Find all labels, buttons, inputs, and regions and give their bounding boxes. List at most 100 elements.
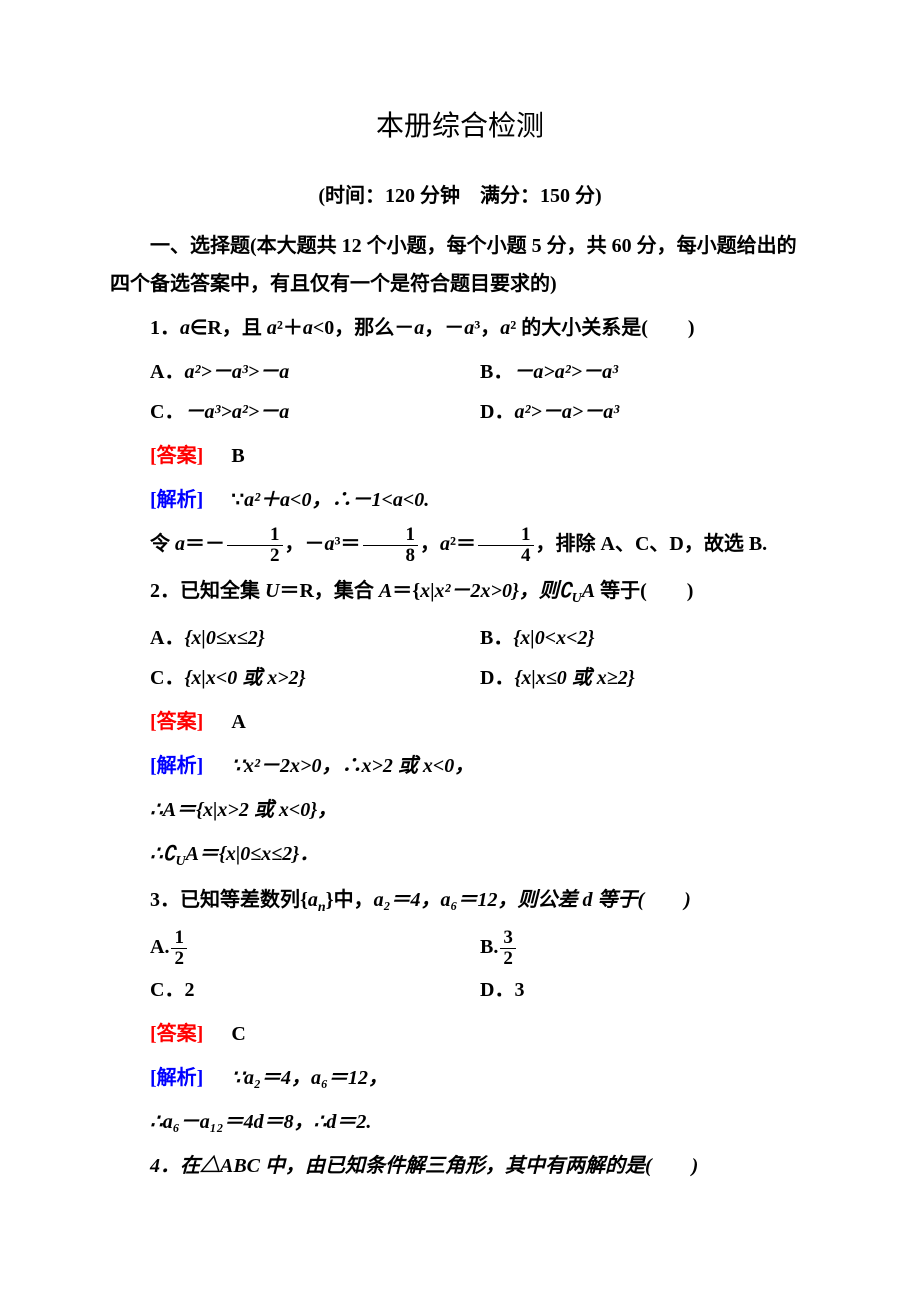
q1-ans-val: B: [231, 445, 244, 467]
q3-Cb: 2: [184, 979, 194, 1001]
q2-answer: [答案] A: [110, 703, 810, 741]
q1-t6: ² 的大小关系是( ): [510, 317, 694, 339]
q2-e3: ∴∁: [150, 843, 175, 865]
q1-e2m2: ，－: [285, 533, 325, 555]
q3-e2: ∴a₆－a₁₂＝4d＝8，∴d＝2.: [150, 1111, 371, 1133]
q1-opts-row1: A．a²>－a³>－a B．－a>a²>－a³: [150, 353, 810, 391]
q2-Dp: D．: [480, 667, 514, 689]
q1-e2end: ，排除 A、C、D，故选 B.: [536, 533, 768, 555]
q1-a2: a: [267, 317, 277, 339]
q1-t2: ²＋: [277, 317, 303, 339]
q1-B: －a>a²>－a³: [513, 361, 618, 383]
q1-a1: a: [180, 317, 190, 339]
q1-e2a3: a: [440, 533, 450, 555]
q4-stem: 4．在△ABC 中，由已知条件解三角形，其中有两解的是( ): [110, 1147, 810, 1185]
explain-label: [解析]: [150, 1067, 203, 1089]
q3-an: a: [308, 889, 318, 911]
q3-answer: [答案] C: [110, 1015, 810, 1053]
q2-ans-val: A: [231, 711, 245, 733]
q3-Bp: B.: [480, 936, 498, 958]
q2-Ab: {x|0≤x≤2}: [184, 627, 264, 649]
q3-ans-val: C: [231, 1023, 245, 1045]
q1-e2m5: ²＝: [450, 533, 476, 555]
q3-Ap: A.: [150, 936, 169, 958]
q2-e1: ∵x²－2x>0，∴x>2 或 x<0，: [231, 755, 474, 777]
q1-num: 1．: [150, 317, 180, 339]
q1-t4: ，－: [424, 317, 464, 339]
q3-frac-B: 32: [500, 928, 516, 969]
q2-end: 等于( ): [595, 580, 693, 602]
q2-explain-1: [解析] ∵x²－2x>0，∴x>2 或 x<0，: [110, 747, 810, 785]
q1-e2a: a: [175, 533, 185, 555]
q2-opts-row2: C．{x|x<0 或 x>2} D．{x|x≤0 或 x≥2}: [150, 659, 810, 697]
q1-A: a²>－a³>－a: [184, 361, 289, 383]
q2-explain-2: ∴A＝{x|x>2 或 x<0}，: [110, 791, 810, 829]
q1-e2a2: a: [325, 533, 335, 555]
q1-C: －a³>a²>－a: [184, 401, 289, 423]
frac-quarter: 14: [478, 525, 534, 566]
q1-opts-row2: C．－a³>a²>－a D．a²>－a>－a³: [150, 393, 810, 431]
answer-label: [答案]: [150, 445, 203, 467]
q2-A: A: [379, 580, 392, 602]
answer-label: [答案]: [150, 711, 203, 733]
frac-eighth: 18: [363, 525, 419, 566]
q3-opts-row2: C．2 D．3: [150, 971, 810, 1009]
q1-D: a²>－a>－a³: [514, 401, 619, 423]
explain-label: [解析]: [150, 755, 203, 777]
q1-e2p: 令: [150, 533, 175, 555]
q1-C-pre: C．: [150, 401, 184, 423]
q1-t3: <0，那么－: [313, 317, 414, 339]
q1-a4: a: [414, 317, 424, 339]
q1-e2m4: ，: [420, 533, 440, 555]
q2-s3: ＝{: [392, 580, 420, 602]
q2-Ap: A．: [150, 627, 184, 649]
q2-opts-row1: A．{x|0≤x≤2} B．{x|0<x<2}: [150, 619, 810, 657]
q2-U: U: [265, 580, 279, 602]
q3-opts-row1: A.12 B.32: [150, 928, 810, 969]
q1-e2m: ＝－: [185, 533, 225, 555]
q3-s1: 3．已知等差数列{: [150, 889, 308, 911]
section-1-intro: 一、选择题(本大题共 12 个小题，每个小题 5 分，共 60 分，每小题给出的…: [110, 227, 810, 303]
q1-e2m3: ³＝: [335, 533, 361, 555]
q1-t5: ³，: [474, 317, 500, 339]
q2-Cp: C．: [150, 667, 184, 689]
q2-Bb: {x|0<x<2}: [513, 627, 594, 649]
q2-Cb: {x|x<0 或 x>2}: [184, 667, 305, 689]
q1-B-pre: B．: [480, 361, 513, 383]
q3-mid: }中，: [326, 889, 374, 911]
q1-stem: 1．a∈R，且 a²＋a<0，那么－a，－a³，a² 的大小关系是( ): [110, 309, 810, 347]
q2-e3b: A＝{x|0≤x≤2}．: [186, 843, 320, 865]
q2-s1: 2．已知全集: [150, 580, 265, 602]
q2-e2: ∴A＝{x|x>2 或 x<0}，: [150, 799, 337, 821]
page-subtitle: (时间：120 分钟 满分：150 分): [110, 177, 810, 215]
q2-Db: {x|x≤0 或 x≥2}: [514, 667, 634, 689]
q1-e1p: ∵: [231, 489, 244, 511]
q1-a6: a: [500, 317, 510, 339]
q2-e3s: U: [175, 854, 185, 869]
q2-Bp: B．: [480, 627, 513, 649]
q3-a2: a₂＝4，a₆＝12，则公差 d 等于( ): [374, 889, 691, 911]
q1-explain-2: 令 a＝－12，－a³＝18，a²＝14，排除 A、C、D，故选 B.: [110, 525, 810, 566]
q1-A-pre: A．: [150, 361, 184, 383]
q2-body: x²－2x>0}，则∁: [435, 580, 572, 602]
q1-answer: [答案] B: [110, 437, 810, 475]
q3-Dp: D．: [480, 979, 514, 1001]
q2-sub: U: [572, 591, 582, 606]
q1-a5: a: [464, 317, 474, 339]
q1-t1: ∈R，且: [190, 317, 267, 339]
q3-e1: ∵a₂＝4，a₆＝12，: [231, 1067, 388, 1089]
q3-stem: 3．已知等差数列{an}中，a₂＝4，a₆＝12，则公差 d 等于( ): [110, 881, 810, 922]
q2-s2: ＝R，集合: [279, 580, 378, 602]
q1-explain-1: [解析] ∵a²＋a<0，∴－1<a<0.: [110, 481, 810, 519]
explain-label: [解析]: [150, 489, 203, 511]
q3-sub: n: [318, 900, 326, 915]
q3-Db: 3: [514, 979, 524, 1001]
q3-frac-A: 12: [171, 928, 187, 969]
answer-label: [答案]: [150, 1023, 203, 1045]
q1-e1: a²＋a<0，∴－1<a<0.: [244, 489, 429, 511]
q3-Cp: C．: [150, 979, 184, 1001]
q2-stem: 2．已知全集 U＝R，集合 A＝{x|x²－2x>0}，则∁UA 等于( ): [110, 572, 810, 613]
q4-body: 4．在△ABC 中，由已知条件解三角形，其中有两解的是( ): [150, 1155, 698, 1177]
page-title: 本册综合检测: [110, 100, 810, 153]
q1-a3: a: [303, 317, 313, 339]
